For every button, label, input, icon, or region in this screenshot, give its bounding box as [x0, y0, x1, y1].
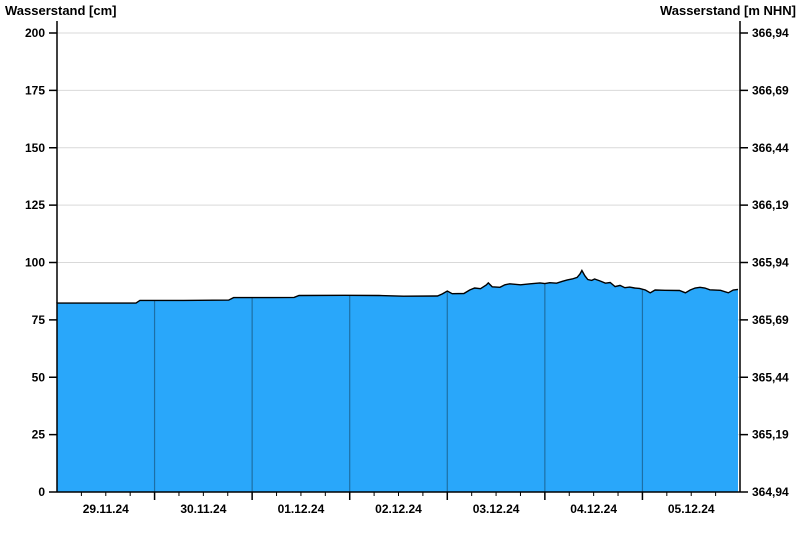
- right-tick-label: 365,94: [752, 256, 789, 270]
- left-tick-label: 175: [25, 83, 45, 97]
- right-axis-title: Wasserstand [m NHN]: [659, 3, 796, 18]
- x-axis-ticks: [80, 492, 717, 500]
- right-tick-label: 366,19: [752, 198, 789, 212]
- x-day-label: 01.12.24: [278, 502, 325, 516]
- x-axis-labels: 29.11.24 30.11.24 01.12.24 02.12.24 03.12.24…: [83, 502, 715, 516]
- right-tick-label: 364,94: [752, 485, 789, 499]
- left-tick-label: 150: [25, 141, 45, 155]
- water-level-area: [57, 270, 738, 492]
- left-tick-label: 100: [25, 256, 45, 270]
- x-day-label: 29.11.24: [83, 502, 129, 516]
- right-axis-ticks: 364,94 365,19 365,44 365,69 365,94 366,19 366,…: [740, 26, 789, 499]
- right-tick-label: 365,44: [752, 370, 789, 384]
- left-tick-label: 75: [32, 313, 46, 327]
- left-tick-label: 50: [32, 370, 46, 384]
- right-tick-label: 365,19: [752, 428, 789, 442]
- x-day-label: 02.12.24: [375, 502, 422, 516]
- left-tick-label: 0: [38, 485, 45, 499]
- x-day-label: 03.12.24: [473, 502, 520, 516]
- left-axis-title: Wasserstand [cm]: [5, 3, 117, 18]
- right-tick-label: 366,94: [752, 26, 789, 40]
- right-tick-label: 366,44: [752, 141, 789, 155]
- left-tick-label: 125: [25, 198, 45, 212]
- left-tick-label: 25: [32, 428, 46, 442]
- left-tick-label: 200: [25, 26, 45, 40]
- right-tick-label: 366,69: [752, 83, 789, 97]
- x-day-label: 04.12.24: [570, 502, 617, 516]
- day-separators: [153, 270, 644, 492]
- right-tick-label: 365,69: [752, 313, 789, 327]
- left-axis-ticks: 0 25 50 75 100 125 150 175 200: [25, 26, 57, 499]
- water-level-line: [56, 269, 739, 304]
- x-day-label: 30.11.24: [180, 502, 226, 516]
- x-day-label: 05.12.24: [668, 502, 715, 516]
